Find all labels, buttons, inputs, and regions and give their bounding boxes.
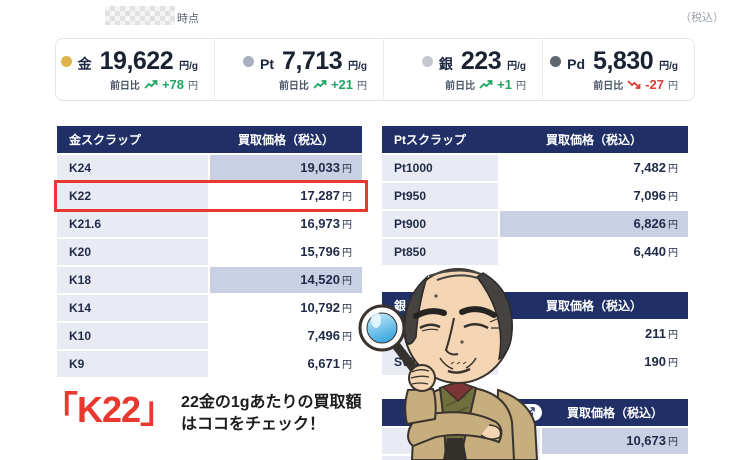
metal-name: Pd (567, 56, 586, 72)
table-row: K20 15,796 円 (57, 239, 362, 265)
table-row: K9 6,671 円 (57, 351, 362, 377)
row-value: 6,671 円 (210, 351, 362, 377)
table-row: Pt850 6,440 円 (382, 239, 688, 265)
gold-scrap-table: 金スクラップ 買取価格（税込） K24 19,033 円 K22 17,287 円 … (57, 126, 362, 377)
row-label: K14 (57, 295, 208, 321)
mascot-hair-left (403, 274, 429, 345)
row-value: 7,496 円 (210, 323, 362, 349)
metal-price: 19,622 (99, 47, 174, 75)
change-value: -27 (645, 77, 664, 92)
price-unit: 円/g (659, 61, 678, 72)
row-value: 17,287 円 (210, 183, 362, 209)
row-value: 6,440 円 (500, 239, 688, 265)
table-row: Pt950 7,096 円 (382, 183, 688, 209)
row-label: K9 (57, 351, 208, 377)
row-value: 19,033 円 (210, 155, 362, 181)
row-label: Pt950 (382, 183, 498, 209)
table-row: K18 14,520 円 (57, 267, 362, 293)
row-value: 190 円 (500, 349, 688, 375)
change-label: 前日比 (278, 81, 309, 92)
metal-price: 5,830 (593, 47, 654, 75)
row-label: K18 (57, 267, 208, 293)
row-label: Pt850 (382, 239, 498, 265)
metal-name: 銀 (438, 56, 453, 72)
table-title: 金スクラップ (69, 133, 142, 147)
gold-dot-icon (60, 56, 72, 67)
row-value: 15,796 円 (210, 239, 362, 265)
trend-up-icon (479, 79, 493, 90)
row-value: 10,673 円 (542, 428, 688, 454)
change-unit: 円 (188, 81, 198, 92)
row-label: K10 (57, 323, 208, 349)
metal-price: 223 (460, 47, 502, 75)
table-row: Pt1000 7,482 円 (382, 155, 688, 181)
row-value: 6,826 円 (500, 211, 688, 237)
trend-down-icon (627, 79, 641, 90)
change-value: +1 (497, 77, 512, 92)
metal-name: 金 (77, 56, 92, 72)
row-label: K20 (57, 239, 208, 265)
price-column-header: 買取価格（税込） (545, 133, 642, 147)
row-label: K24 (57, 155, 208, 181)
k22-callout: 「K22」 22金の1gあたりの買取額 はココをチェック！ (42, 386, 362, 436)
table-title: Ptスクラップ (394, 133, 467, 147)
table-row-k22: K22 17,287 円 (57, 183, 362, 209)
summary-silver: 銀 223 円/g 前日比 +1 円 (383, 39, 542, 100)
metal-name: Pt (260, 56, 275, 72)
mascot-illustration (350, 266, 550, 460)
row-value: 211 円 (500, 321, 688, 347)
price-unit: 円/g (179, 61, 198, 72)
platinum-dot-icon (243, 56, 255, 67)
row-value: 7,482 円 (500, 155, 688, 181)
row-label: K21.6 (57, 211, 208, 237)
metal-price: 7,713 (282, 47, 343, 75)
summary-platinum: Pt 7,713 円/g 前日比 +21 円 (214, 39, 383, 100)
row-value: 14,520 円 (210, 267, 362, 293)
price-unit: 円/g (507, 61, 526, 72)
tax-included-note: （税込） (680, 12, 724, 24)
change-value: +21 (330, 77, 353, 92)
summary-palladium: Pd 5,830 円/g 前日比 -27 円 (542, 39, 694, 100)
redacted-timestamp (105, 6, 175, 25)
silver-dot-icon (421, 56, 433, 67)
table-row: K21.6 16,973 円 (57, 211, 362, 237)
summary-gold: 金 19,622 円/g 前日比 +78 円 (56, 39, 214, 100)
table-header: 金スクラップ 買取価格（税込） (57, 126, 362, 153)
price-column-header: 買取価格（税込） (237, 133, 334, 147)
price-unit: 円/g (348, 61, 367, 72)
mascot-hair-right (475, 272, 513, 361)
change-label: 前日比 (109, 81, 140, 92)
price-column-header: 買取価格（税込） (566, 406, 663, 420)
table-row: K14 10,792 円 (57, 295, 362, 321)
row-label: Pt900 (382, 211, 498, 237)
trend-up-icon (313, 79, 327, 90)
table-row: Pt900 6,826 円 (382, 211, 688, 237)
palladium-dot-icon (550, 56, 562, 67)
asof-label: 時点 (177, 13, 199, 25)
change-unit: 円 (668, 81, 678, 92)
change-unit: 円 (357, 81, 367, 92)
callout-line2: はココをチェック！ (181, 416, 326, 433)
callout-keyword: 「K22」 (42, 389, 176, 430)
change-label: 前日比 (593, 81, 624, 92)
row-value: 16,973 円 (210, 211, 362, 237)
price-summary-card: 金 19,622 円/g 前日比 +78 円 Pt 7,713 円/g 前 (55, 38, 695, 101)
change-value: +78 (161, 77, 184, 92)
trend-up-icon (144, 79, 158, 90)
row-value: 7,096 円 (500, 183, 688, 209)
price-column-header: 買取価格（税込） (545, 299, 642, 313)
mascot-forearm (404, 387, 437, 426)
row-label: Pt1000 (382, 155, 498, 181)
row-label: K22 (57, 183, 208, 209)
row-value: 10,792 円 (210, 295, 362, 321)
callout-line1: 22金の1gあたりの買取額 (181, 394, 362, 411)
change-label: 前日比 (445, 81, 476, 92)
change-unit: 円 (516, 81, 526, 92)
platinum-scrap-table: Ptスクラップ 買取価格（税込） Pt1000 7,482 円 Pt950 7,0… (382, 126, 688, 265)
table-row: K10 7,496 円 (57, 323, 362, 349)
table-row: K24 19,033 円 (57, 155, 362, 181)
table-header: Ptスクラップ 買取価格（税込） (382, 126, 688, 153)
